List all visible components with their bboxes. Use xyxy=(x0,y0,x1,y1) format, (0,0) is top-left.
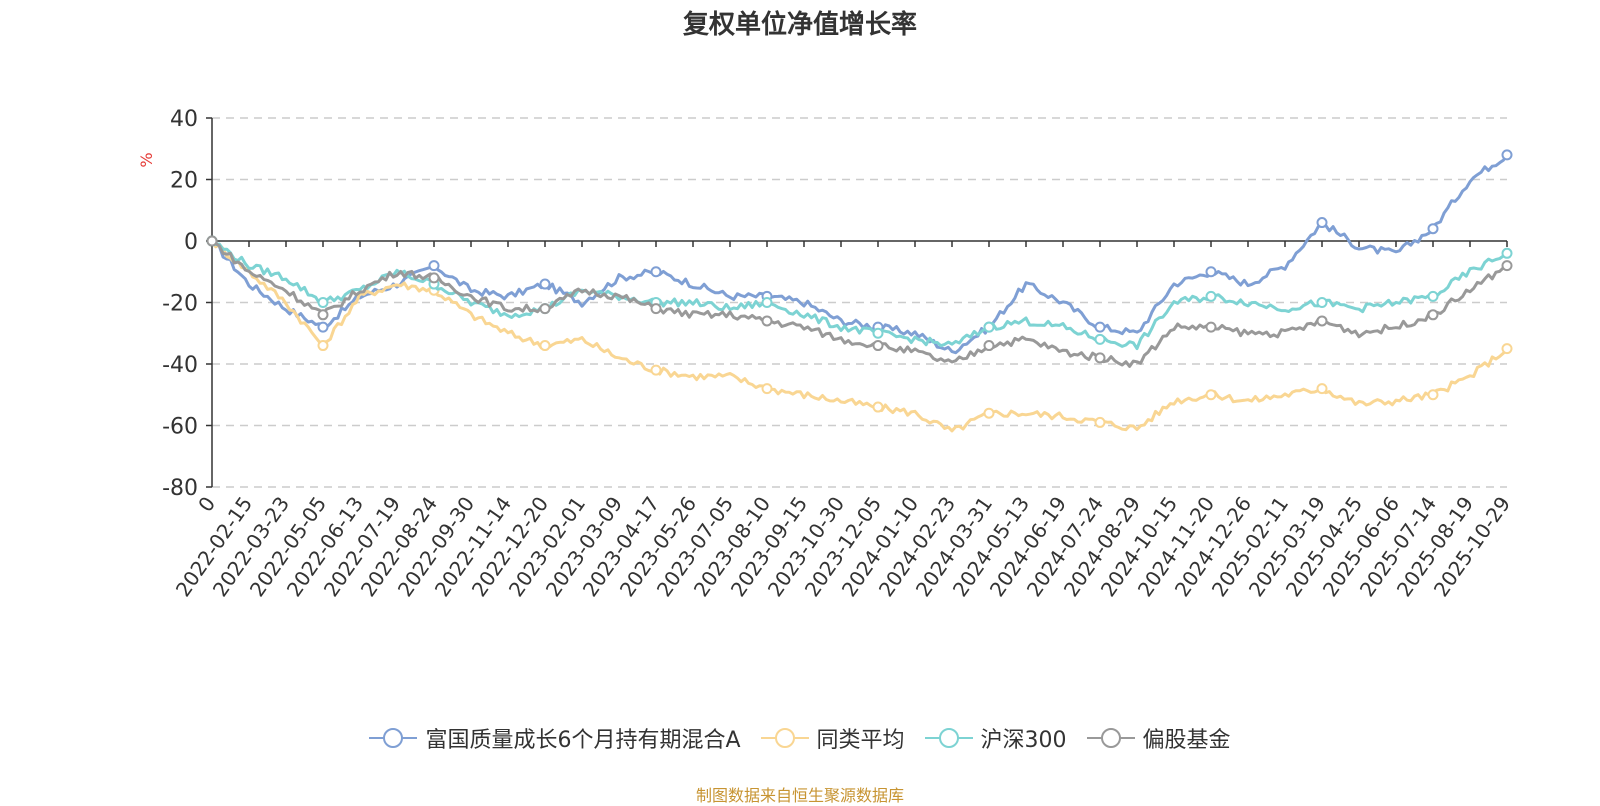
y-tick-label: -20 xyxy=(162,292,198,317)
y-tick-label: -60 xyxy=(162,415,198,440)
series-point xyxy=(1316,383,1328,395)
series-point xyxy=(872,327,884,339)
series-point xyxy=(983,321,995,333)
legend-circle-icon xyxy=(760,728,809,748)
series-point xyxy=(650,303,662,315)
series-point xyxy=(317,309,329,321)
series-point xyxy=(1094,321,1106,333)
series-point xyxy=(983,407,995,419)
series-point xyxy=(1316,315,1328,327)
series-point xyxy=(1427,223,1439,235)
series-point xyxy=(1501,149,1513,161)
y-tick-label: -80 xyxy=(162,476,198,501)
series-point xyxy=(539,303,551,315)
series-point xyxy=(761,383,773,395)
series-point xyxy=(1205,266,1217,278)
legend-label: 沪深300 xyxy=(980,728,1067,753)
chart-title: 复权单位净值增长率 xyxy=(682,10,917,40)
series-point xyxy=(872,401,884,413)
series-line xyxy=(211,239,1508,368)
legend-item[interactable]: 富国质量成长6个月持有期混合A xyxy=(369,722,741,754)
series-point xyxy=(1501,343,1513,355)
series-line xyxy=(210,239,1508,351)
series-point xyxy=(317,297,329,308)
series-point xyxy=(1316,217,1328,229)
series-point xyxy=(1427,309,1439,321)
series-point xyxy=(428,272,440,284)
series-point xyxy=(1205,290,1217,302)
x-tick-label: 0 xyxy=(193,492,220,516)
series-point xyxy=(1094,333,1106,345)
y-tick-label: 0 xyxy=(184,230,198,255)
series-point xyxy=(1316,297,1328,308)
axis-layer: 40200-20-40-60-8002022-02-152022-03-2320… xyxy=(162,107,1515,601)
series-point xyxy=(1094,352,1106,364)
series-line xyxy=(210,240,1509,433)
series-point xyxy=(539,278,551,290)
legend-circle-icon xyxy=(924,728,973,748)
series-point xyxy=(761,315,773,327)
y-axis-label: % xyxy=(137,152,156,167)
source-note: 制图数据来自恒生聚源数据库 xyxy=(695,786,904,805)
series-point xyxy=(1427,389,1439,401)
series-point xyxy=(650,364,662,376)
series-point xyxy=(1205,389,1217,401)
legend-circle-icon xyxy=(369,728,418,748)
legend-label: 同类平均 xyxy=(816,728,905,753)
series-point xyxy=(317,321,329,333)
series-point xyxy=(872,340,884,352)
series-line xyxy=(211,154,1509,355)
series-point xyxy=(1501,260,1513,272)
legend: 富国质量成长6个月持有期混合A 同类平均 沪深300 偏股基金 xyxy=(0,722,1600,754)
legend-item[interactable]: 沪深300 xyxy=(924,722,1067,754)
series-point xyxy=(1094,416,1106,428)
series-point xyxy=(1427,290,1439,302)
y-tick-label: 40 xyxy=(170,107,198,132)
series-point xyxy=(539,340,551,352)
legend-label: 富国质量成长6个月持有期混合A xyxy=(425,728,741,753)
series-point xyxy=(1501,247,1513,259)
series-point xyxy=(650,266,662,278)
y-tick-label: 20 xyxy=(170,169,198,194)
series-point xyxy=(761,297,773,308)
series-layer xyxy=(206,149,1513,433)
series-point xyxy=(1205,321,1217,333)
series-point xyxy=(206,235,218,247)
series-point xyxy=(983,340,995,352)
y-tick-label: -40 xyxy=(162,353,198,378)
legend-item[interactable]: 同类平均 xyxy=(760,722,905,754)
series-point xyxy=(317,340,329,352)
legend-label: 偏股基金 xyxy=(1142,728,1231,753)
legend-circle-icon xyxy=(1086,728,1135,748)
series-point xyxy=(428,260,440,272)
legend-item[interactable]: 偏股基金 xyxy=(1086,722,1231,754)
grid-layer xyxy=(212,117,1507,488)
